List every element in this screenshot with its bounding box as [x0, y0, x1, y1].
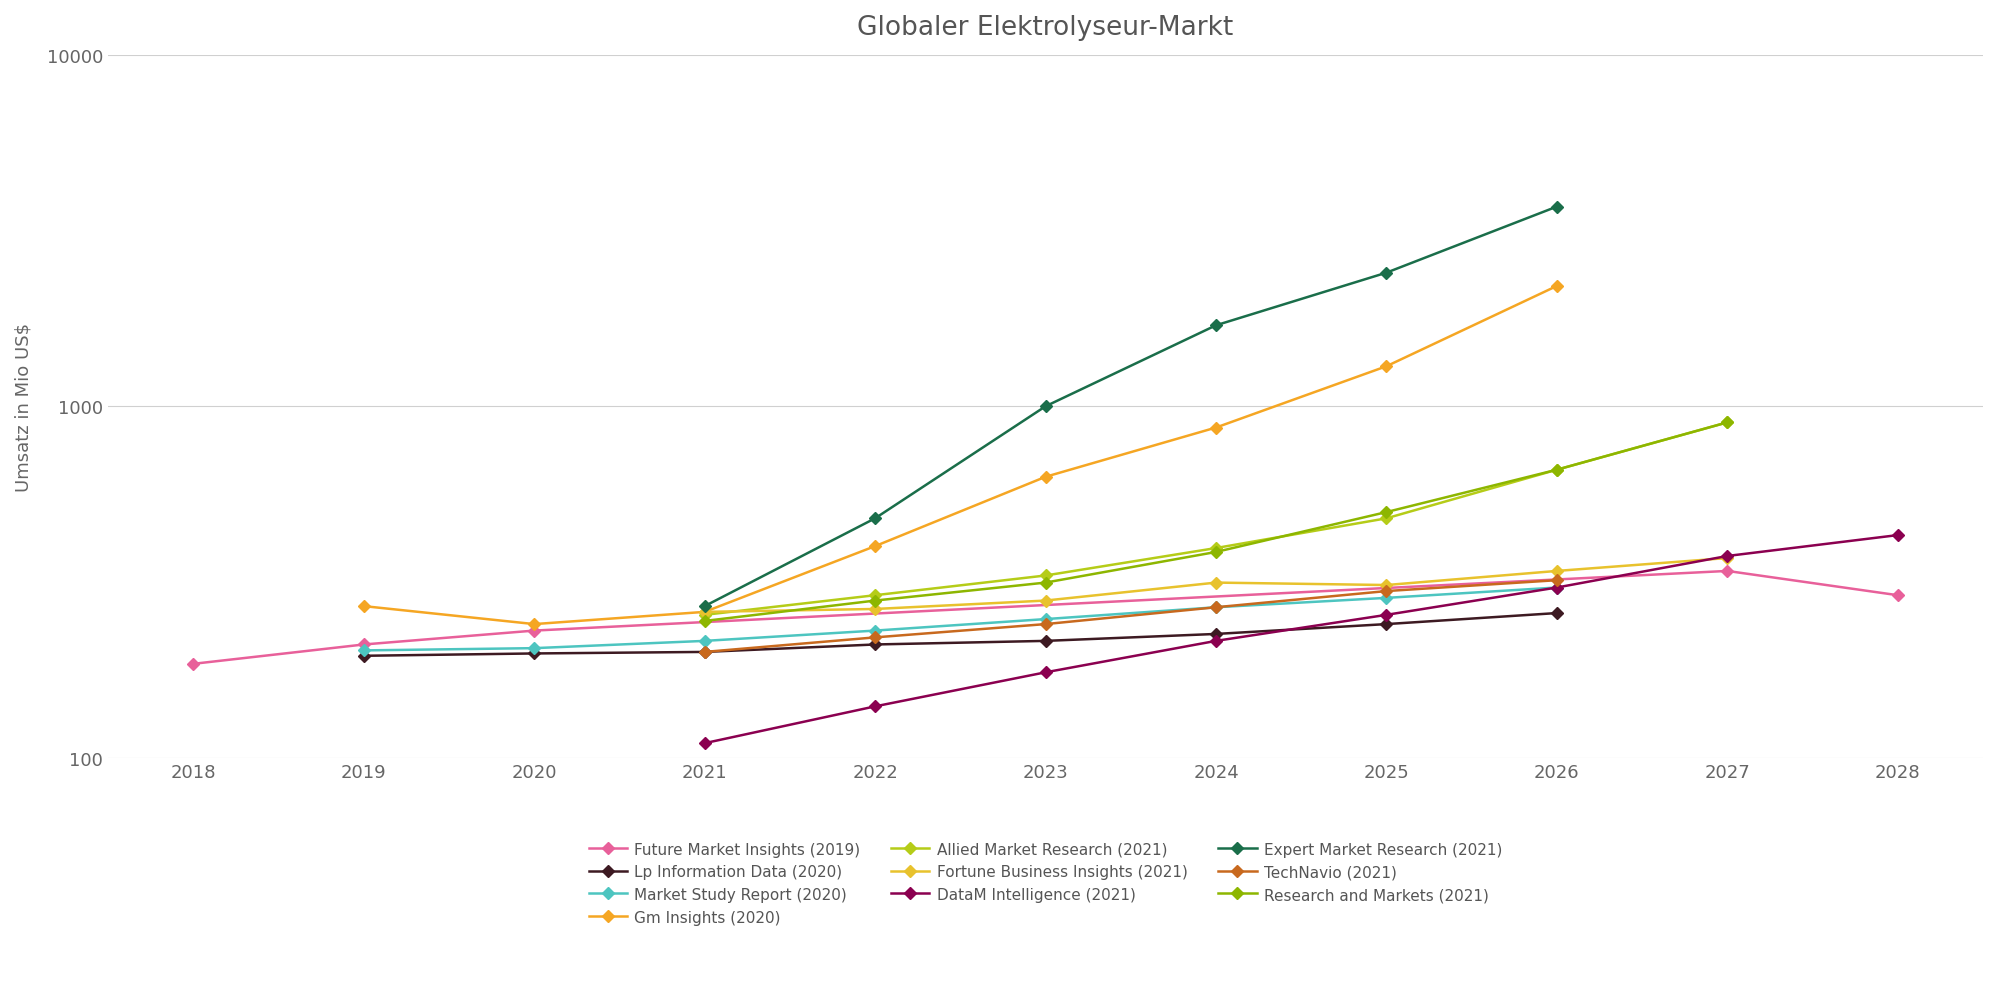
Lp Information Data (2020)	[1375, 619, 1399, 631]
Market Study Report (2020)	[352, 645, 376, 657]
TechNavio (2021)	[863, 632, 887, 644]
Gm Insights (2020)	[1375, 361, 1399, 373]
Fortune Business Insights (2021)	[863, 604, 887, 616]
Fortune Business Insights (2021)	[1033, 595, 1057, 607]
Market Study Report (2020)	[863, 625, 887, 637]
Allied Market Research (2021)	[863, 590, 887, 602]
Future Market Insights (2019)	[182, 658, 206, 670]
Lp Information Data (2020)	[693, 646, 717, 658]
Allied Market Research (2021)	[1544, 464, 1568, 476]
DataM Intelligence (2021)	[1886, 530, 1910, 542]
Market Study Report (2020)	[1205, 602, 1229, 614]
Future Market Insights (2019)	[1716, 566, 1740, 578]
Market Study Report (2020)	[1033, 614, 1057, 626]
Gm Insights (2020)	[521, 619, 545, 631]
Allied Market Research (2021)	[1033, 570, 1057, 582]
Line: Future Market Insights (2019): Future Market Insights (2019)	[190, 568, 1902, 668]
Research and Markets (2021)	[1375, 507, 1399, 519]
Lp Information Data (2020)	[1544, 608, 1568, 620]
Lp Information Data (2020)	[1205, 628, 1229, 640]
Lp Information Data (2020)	[352, 650, 376, 662]
Fortune Business Insights (2021)	[1544, 566, 1568, 578]
DataM Intelligence (2021)	[1716, 551, 1740, 563]
Title: Globaler Elektrolyseur-Markt: Globaler Elektrolyseur-Markt	[857, 15, 1233, 41]
Allied Market Research (2021)	[1375, 513, 1399, 525]
Research and Markets (2021)	[693, 615, 717, 627]
DataM Intelligence (2021)	[1544, 582, 1568, 594]
Market Study Report (2020)	[521, 643, 545, 655]
Research and Markets (2021)	[1033, 577, 1057, 589]
Line: Expert Market Research (2021): Expert Market Research (2021)	[701, 204, 1560, 611]
DataM Intelligence (2021)	[1205, 635, 1229, 647]
Gm Insights (2020)	[1544, 281, 1568, 293]
TechNavio (2021)	[693, 646, 717, 658]
Future Market Insights (2019)	[352, 639, 376, 651]
Gm Insights (2020)	[863, 541, 887, 553]
Line: Market Study Report (2020): Market Study Report (2020)	[360, 584, 1560, 655]
Gm Insights (2020)	[1033, 471, 1057, 483]
TechNavio (2021)	[1375, 586, 1399, 598]
Allied Market Research (2021)	[1716, 417, 1740, 429]
Line: Lp Information Data (2020): Lp Information Data (2020)	[360, 609, 1560, 660]
Fortune Business Insights (2021)	[693, 606, 717, 618]
Gm Insights (2020)	[1205, 422, 1229, 434]
Gm Insights (2020)	[352, 601, 376, 613]
Market Study Report (2020)	[1375, 592, 1399, 604]
Legend: Future Market Insights (2019), Lp Information Data (2020), Market Study Report (: Future Market Insights (2019), Lp Inform…	[583, 835, 1508, 931]
DataM Intelligence (2021)	[1033, 667, 1057, 679]
Y-axis label: Umsatz in Mio US$: Umsatz in Mio US$	[16, 322, 34, 491]
Expert Market Research (2021)	[693, 601, 717, 613]
TechNavio (2021)	[1544, 575, 1568, 587]
Gm Insights (2020)	[693, 606, 717, 618]
DataM Intelligence (2021)	[1375, 609, 1399, 621]
Expert Market Research (2021)	[863, 513, 887, 525]
Research and Markets (2021)	[1716, 417, 1740, 429]
Allied Market Research (2021)	[1205, 543, 1229, 555]
Fortune Business Insights (2021)	[1375, 580, 1399, 592]
Expert Market Research (2021)	[1375, 268, 1399, 280]
Line: TechNavio (2021): TechNavio (2021)	[701, 577, 1560, 656]
Lp Information Data (2020)	[863, 639, 887, 651]
TechNavio (2021)	[1033, 619, 1057, 631]
Lp Information Data (2020)	[521, 648, 545, 660]
DataM Intelligence (2021)	[863, 701, 887, 713]
Fortune Business Insights (2021)	[1716, 553, 1740, 565]
Future Market Insights (2019)	[1886, 590, 1910, 602]
Market Study Report (2020)	[693, 635, 717, 647]
Line: Research and Markets (2021): Research and Markets (2021)	[701, 419, 1732, 626]
Market Study Report (2020)	[1544, 582, 1568, 594]
Line: Fortune Business Insights (2021): Fortune Business Insights (2021)	[701, 555, 1732, 617]
TechNavio (2021)	[1205, 602, 1229, 614]
Expert Market Research (2021)	[1544, 202, 1568, 214]
Line: Allied Market Research (2021): Allied Market Research (2021)	[701, 419, 1732, 620]
Expert Market Research (2021)	[1033, 401, 1057, 413]
Lp Information Data (2020)	[1033, 635, 1057, 647]
Line: DataM Intelligence (2021): DataM Intelligence (2021)	[701, 532, 1902, 747]
Line: Gm Insights (2020): Gm Insights (2020)	[360, 283, 1560, 629]
Allied Market Research (2021)	[693, 609, 717, 621]
Fortune Business Insights (2021)	[1205, 577, 1229, 589]
Expert Market Research (2021)	[1205, 320, 1229, 332]
Research and Markets (2021)	[1544, 464, 1568, 476]
Future Market Insights (2019)	[521, 625, 545, 637]
Research and Markets (2021)	[1205, 547, 1229, 559]
Research and Markets (2021)	[863, 595, 887, 607]
DataM Intelligence (2021)	[693, 737, 717, 749]
